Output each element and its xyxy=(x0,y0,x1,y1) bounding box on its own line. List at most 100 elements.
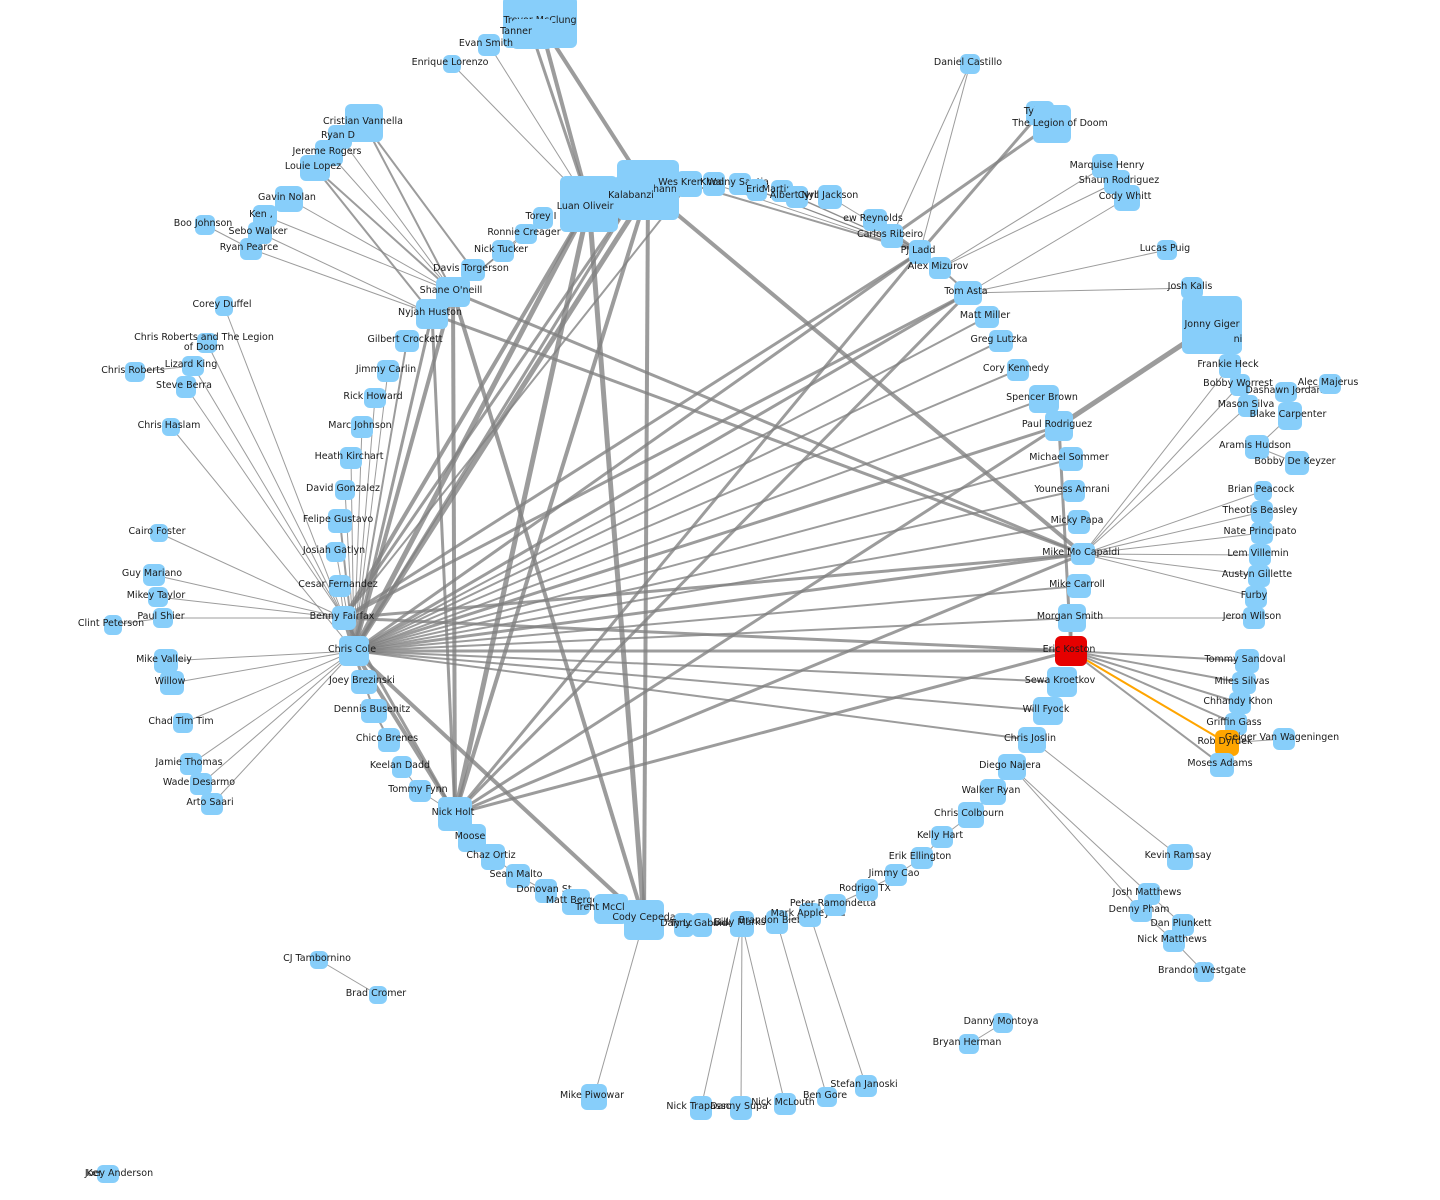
graph-node[interactable] xyxy=(148,587,168,607)
graph-node[interactable] xyxy=(1210,753,1234,777)
graph-node[interactable] xyxy=(364,388,386,408)
graph-node[interactable] xyxy=(1245,586,1267,608)
graph-node[interactable] xyxy=(1029,385,1059,413)
graph-node[interactable] xyxy=(154,649,178,673)
graph-node[interactable] xyxy=(1235,649,1259,673)
graph-node[interactable] xyxy=(1045,411,1073,441)
graph-node[interactable] xyxy=(1047,667,1077,697)
graph-node[interactable] xyxy=(1248,565,1270,587)
graph-node[interactable] xyxy=(818,185,842,209)
graph-node[interactable] xyxy=(911,847,933,869)
graph-node[interactable] xyxy=(989,330,1013,352)
graph-node[interactable] xyxy=(614,176,654,216)
graph-node[interactable] xyxy=(162,418,180,436)
graph-node[interactable] xyxy=(1007,359,1029,381)
graph-node[interactable] xyxy=(377,360,399,382)
graph-node[interactable] xyxy=(492,240,514,262)
graph-node[interactable] xyxy=(909,240,931,264)
graph-node[interactable] xyxy=(581,1084,607,1110)
graph-node[interactable] xyxy=(1055,636,1087,666)
graph-node[interactable] xyxy=(856,879,878,901)
graph-node[interactable] xyxy=(369,986,387,1004)
graph-node[interactable] xyxy=(506,864,530,888)
graph-node[interactable] xyxy=(392,756,412,778)
graph-node[interactable] xyxy=(674,913,694,937)
graph-node[interactable] xyxy=(180,753,202,775)
graph-node[interactable] xyxy=(1232,672,1256,694)
graph-node[interactable] xyxy=(1071,543,1095,565)
graph-node[interactable] xyxy=(395,330,419,352)
graph-node[interactable] xyxy=(1059,447,1083,471)
graph-node[interactable] xyxy=(153,608,173,628)
graph-node[interactable] xyxy=(1033,697,1063,725)
graph-node[interactable] xyxy=(101,1165,119,1183)
graph-node[interactable] xyxy=(863,209,887,231)
graph-node[interactable] xyxy=(332,606,356,630)
graph-node[interactable] xyxy=(361,699,387,723)
graph-node[interactable] xyxy=(881,224,903,248)
graph-node[interactable] xyxy=(958,802,984,828)
graph-node[interactable] xyxy=(1114,185,1140,211)
graph-node[interactable] xyxy=(1319,374,1341,394)
graph-node[interactable] xyxy=(378,728,400,752)
graph-node[interactable] xyxy=(300,155,330,181)
graph-node[interactable] xyxy=(774,1093,796,1115)
graph-node[interactable] xyxy=(980,779,1006,805)
graph-node[interactable] xyxy=(215,296,233,316)
graph-node[interactable] xyxy=(160,671,184,695)
graph-node[interactable] xyxy=(1245,435,1269,459)
graph-node[interactable] xyxy=(1063,480,1085,502)
graph-node[interactable] xyxy=(729,173,751,195)
graph-node[interactable] xyxy=(1194,962,1214,982)
graph-node[interactable] xyxy=(676,171,702,197)
graph-node[interactable] xyxy=(409,780,431,802)
graph-node[interactable] xyxy=(1181,277,1203,299)
graph-node[interactable] xyxy=(197,333,217,353)
graph-node[interactable] xyxy=(253,205,277,227)
graph-node[interactable] xyxy=(998,754,1026,780)
graph-node[interactable] xyxy=(535,879,557,903)
graph-node[interactable] xyxy=(929,257,951,279)
graph-node[interactable] xyxy=(1254,481,1272,501)
graph-node[interactable] xyxy=(326,542,346,562)
graph-node[interactable] xyxy=(478,34,500,56)
graph-node[interactable] xyxy=(786,186,808,208)
graph-node[interactable] xyxy=(182,356,204,376)
graph-node[interactable] xyxy=(329,575,351,597)
graph-node[interactable] xyxy=(310,951,328,969)
graph-node[interactable] xyxy=(730,911,754,937)
graph-node[interactable] xyxy=(176,376,196,398)
graph-node[interactable] xyxy=(461,259,485,281)
graph-node[interactable] xyxy=(624,900,664,940)
graph-node[interactable] xyxy=(1067,574,1091,598)
graph-node[interactable] xyxy=(240,238,262,260)
graph-node[interactable] xyxy=(1218,330,1242,354)
graph-node[interactable] xyxy=(931,826,953,848)
graph-node[interactable] xyxy=(1285,451,1309,475)
graph-node[interactable] xyxy=(515,224,537,244)
graph-node[interactable] xyxy=(328,509,352,533)
graph-node[interactable] xyxy=(1219,354,1241,378)
graph-node[interactable] xyxy=(1243,607,1265,629)
graph-node[interactable] xyxy=(1230,374,1250,396)
graph-node[interactable] xyxy=(1251,522,1273,544)
graph-node[interactable] xyxy=(1238,395,1258,417)
graph-node[interactable] xyxy=(125,362,145,382)
graph-node[interactable] xyxy=(1167,844,1193,870)
graph-node[interactable] xyxy=(885,864,907,886)
graph-node[interactable] xyxy=(275,186,303,212)
graph-node[interactable] xyxy=(533,207,553,229)
graph-node[interactable] xyxy=(339,636,369,666)
graph-node[interactable] xyxy=(511,19,553,49)
graph-node[interactable] xyxy=(190,773,212,795)
graph-node[interactable] xyxy=(766,910,788,934)
graph-node[interactable] xyxy=(1130,900,1152,922)
graph-node[interactable] xyxy=(1275,382,1297,402)
graph-node[interactable] xyxy=(1157,240,1177,260)
graph-node[interactable] xyxy=(993,1013,1013,1033)
graph-node[interactable] xyxy=(799,903,821,927)
graph-node[interactable] xyxy=(1018,727,1046,753)
graph-node[interactable] xyxy=(1068,510,1090,534)
graph-node[interactable] xyxy=(1225,713,1247,735)
